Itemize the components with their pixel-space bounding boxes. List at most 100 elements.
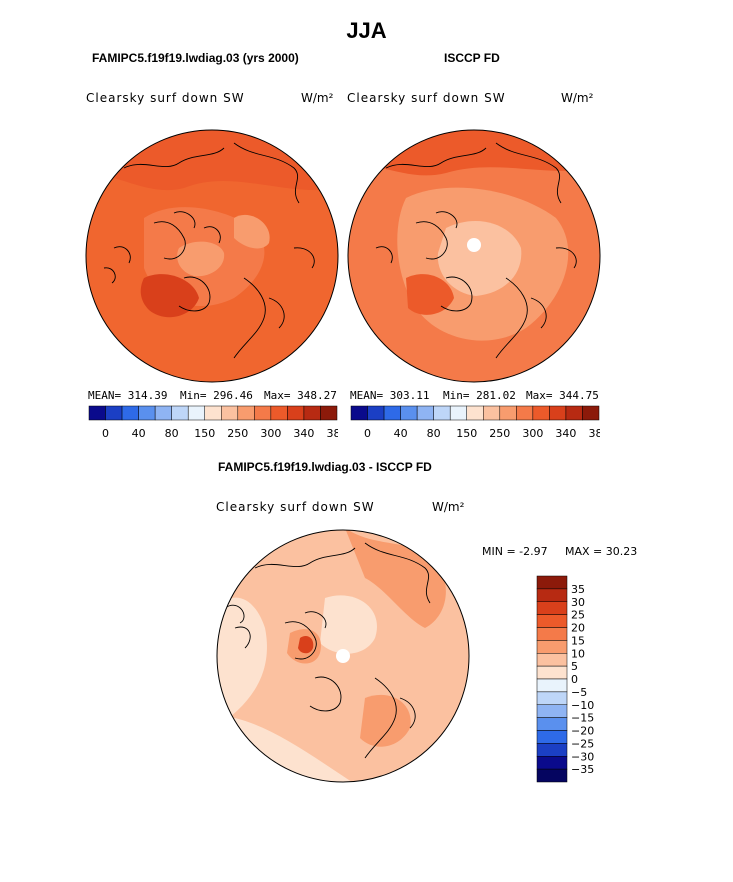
colorbar-swatch [499,405,517,421]
diff-units-label: W/m² [432,500,465,514]
colorbar-tick-label: 20 [571,622,585,635]
colorbar-tick-label: −15 [571,712,594,725]
colorbar-swatch [565,405,583,421]
model-polar-map [85,129,339,383]
colorbar-swatch [449,405,467,421]
colorbar-swatch [536,704,568,718]
colorbar-swatch [536,756,568,770]
colorbar-swatch [536,640,568,654]
model-units-label: W/m² [301,91,334,105]
colorbar-tick-label: 40 [394,427,408,440]
colorbar-swatch [536,730,568,744]
colorbar-swatch [536,601,568,615]
colorbar-swatch [536,768,568,783]
colorbar-tick-label: −20 [571,725,594,738]
colorbar-swatch [367,405,385,421]
model-field-label: Clearsky surf down SW [86,91,245,105]
colorbar-swatch [483,405,501,421]
colorbar-swatch [416,405,434,421]
diff-field-label: Clearsky surf down SW [216,500,375,514]
colorbar-swatch [303,405,321,421]
obs-polar-map [347,129,601,383]
colorbar-tick-label: 340 [293,427,314,440]
colorbar-tick-label: −10 [571,699,594,712]
colorbar-swatch [582,405,600,421]
colorbar-tick-label: 250 [227,427,248,440]
colorbar-tick-label: −35 [571,763,594,776]
colorbar-swatch [237,405,255,421]
colorbar-tick-label: −25 [571,737,594,750]
model-panel-title: FAMIPC5.f19f19.lwdiag.03 (yrs 2000) [92,51,299,65]
obs-units-label: W/m² [561,91,594,105]
colorbar-tick-label: 300 [522,427,543,440]
colorbar-tick-label: 15 [571,634,585,647]
page-title: JJA [346,18,387,43]
colorbar-swatch [221,405,239,421]
colorbar-tick-label: 380 [589,427,601,440]
colorbar-tick-label: 35 [571,583,585,596]
diff-panel-title: FAMIPC5.f19f19.lwdiag.03 - ISCCP FD [218,460,432,474]
colorbar-tick-label: −5 [571,686,587,699]
diff-stat-max: MAX = 30.23 [565,545,638,558]
colorbar-swatch [320,405,338,421]
colorbar-swatch [536,743,568,757]
colorbar-tick-label: 0 [102,427,109,440]
colorbar-swatch [138,405,156,421]
colorbar-swatch [536,665,568,680]
colorbar-swatch [171,405,189,421]
colorbar-swatch [549,405,567,421]
missing-data-pole-marker [467,238,481,252]
colorbar-swatch [154,405,172,421]
diff-polar-map [216,529,470,783]
colorbar-swatch [536,678,568,693]
colorbar-swatch [204,405,222,421]
colorbar-swatch [536,627,568,641]
obs-panel-title: ISCCP FD [444,51,500,65]
colorbar-tick-label: 150 [456,427,477,440]
colorbar-swatch [536,614,568,628]
colorbar-swatch [400,405,418,421]
model-colorbar: 0 40 80 150 250 300 340 380 [88,405,339,440]
colorbar-swatch [516,405,534,421]
colorbar-swatch [88,405,106,421]
colorbar-swatch [536,575,568,590]
colorbar-tick-label: 10 [571,647,585,660]
colorbar-swatch [433,405,451,421]
obs-colorbar: 0 40 80 150 250 300 340 380 [350,405,601,440]
colorbar-tick-label: 340 [555,427,576,440]
colorbar-swatch [536,717,568,731]
colorbar-tick-label: 0 [364,427,371,440]
colorbar-tick-label: 150 [194,427,215,440]
colorbar-tick-label: 0 [571,673,578,686]
diff-stat-min: MIN = -2.97 [482,545,548,558]
colorbar-swatch [536,691,568,705]
colorbar-swatch [270,405,288,421]
colorbar-swatch [121,405,139,421]
colorbar-tick-label: 250 [489,427,510,440]
colorbar-tick-label: 30 [571,596,585,609]
model-stat-max: Max= 348.27 [264,389,337,402]
colorbar-swatch [383,405,401,421]
colorbar-tick-label: 300 [260,427,281,440]
colorbar-tick-label: 80 [427,427,441,440]
colorbar-tick-label: 25 [571,609,585,622]
colorbar-swatch [350,405,368,421]
colorbar-tick-label: 380 [327,427,339,440]
colorbar-swatch [532,405,550,421]
model-stat-mean: MEAN= 314.39 [88,389,168,402]
colorbar-swatch [536,653,568,667]
colorbar-tick-label: −30 [571,750,594,763]
colorbar-tick-label: 5 [571,660,578,673]
colorbar-swatch [466,405,484,421]
obs-field-label: Clearsky surf down SW [347,91,506,105]
colorbar-swatch [536,588,568,602]
colorbar-swatch [187,405,205,421]
colorbar-swatch [287,405,305,421]
obs-stat-min: Min= 281.02 [443,389,516,402]
colorbar-swatch [105,405,123,421]
colorbar-tick-label: 80 [165,427,179,440]
model-stat-min: Min= 296.46 [180,389,253,402]
obs-stat-mean: MEAN= 303.11 [350,389,430,402]
colorbar-tick-label: 40 [132,427,146,440]
